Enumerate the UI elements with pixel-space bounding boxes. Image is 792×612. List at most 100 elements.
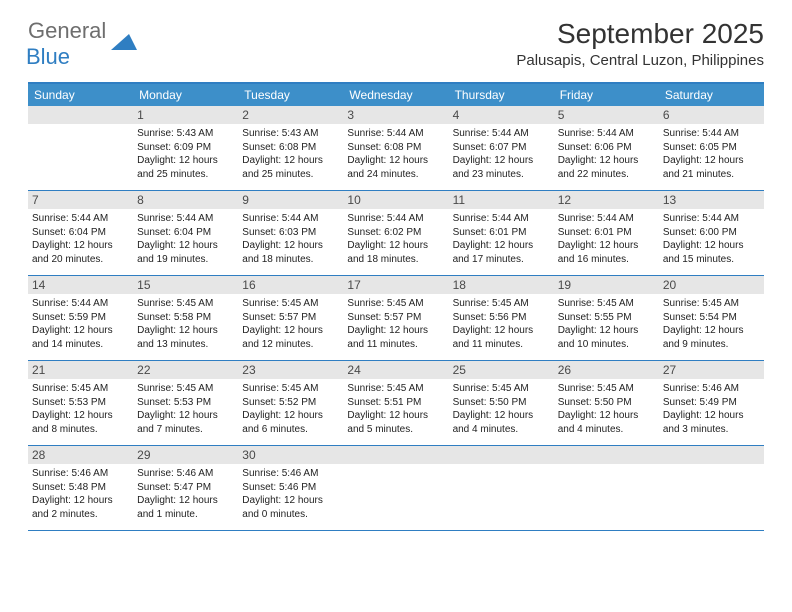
daylight-text: Daylight: 12 hours and 2 minutes. bbox=[32, 494, 129, 521]
calendar-cell: 25Sunrise: 5:45 AMSunset: 5:50 PMDayligh… bbox=[449, 361, 554, 445]
day-number: 6 bbox=[659, 106, 764, 124]
sunset-text: Sunset: 6:04 PM bbox=[137, 226, 234, 240]
daylight-text: Daylight: 12 hours and 0 minutes. bbox=[242, 494, 339, 521]
sunset-text: Sunset: 5:52 PM bbox=[242, 396, 339, 410]
day-number: 26 bbox=[554, 361, 659, 379]
calendar-cell: 16Sunrise: 5:45 AMSunset: 5:57 PMDayligh… bbox=[238, 276, 343, 360]
day-number bbox=[343, 446, 448, 464]
calendar-cell: 3Sunrise: 5:44 AMSunset: 6:08 PMDaylight… bbox=[343, 106, 448, 190]
sunset-text: Sunset: 6:01 PM bbox=[558, 226, 655, 240]
daylight-text: Daylight: 12 hours and 18 minutes. bbox=[242, 239, 339, 266]
sunrise-text: Sunrise: 5:45 AM bbox=[453, 297, 550, 311]
daylight-text: Daylight: 12 hours and 7 minutes. bbox=[137, 409, 234, 436]
calendar-body: 1Sunrise: 5:43 AMSunset: 6:09 PMDaylight… bbox=[28, 106, 764, 531]
calendar-week: 1Sunrise: 5:43 AMSunset: 6:09 PMDaylight… bbox=[28, 106, 764, 191]
day-number: 10 bbox=[343, 191, 448, 209]
calendar-week: 14Sunrise: 5:44 AMSunset: 5:59 PMDayligh… bbox=[28, 276, 764, 361]
day-number: 16 bbox=[238, 276, 343, 294]
sunrise-text: Sunrise: 5:45 AM bbox=[242, 297, 339, 311]
sunrise-text: Sunrise: 5:44 AM bbox=[558, 212, 655, 226]
calendar-cell: 18Sunrise: 5:45 AMSunset: 5:56 PMDayligh… bbox=[449, 276, 554, 360]
calendar-cell: 27Sunrise: 5:46 AMSunset: 5:49 PMDayligh… bbox=[659, 361, 764, 445]
calendar-cell: 20Sunrise: 5:45 AMSunset: 5:54 PMDayligh… bbox=[659, 276, 764, 360]
daylight-text: Daylight: 12 hours and 1 minute. bbox=[137, 494, 234, 521]
day-number: 17 bbox=[343, 276, 448, 294]
sunrise-text: Sunrise: 5:45 AM bbox=[137, 382, 234, 396]
calendar-cell: 30Sunrise: 5:46 AMSunset: 5:46 PMDayligh… bbox=[238, 446, 343, 530]
calendar-cell: 9 Sunrise: 5:44 AMSunset: 6:03 PMDaylight… bbox=[238, 191, 343, 275]
calendar-cell bbox=[554, 446, 659, 530]
calendar-cell: 29Sunrise: 5:46 AMSunset: 5:47 PMDayligh… bbox=[133, 446, 238, 530]
daylight-text: Daylight: 12 hours and 4 minutes. bbox=[453, 409, 550, 436]
month-title: September 2025 bbox=[516, 18, 764, 50]
daylight-text: Daylight: 12 hours and 21 minutes. bbox=[663, 154, 760, 181]
calendar-cell: 10Sunrise: 5:44 AMSunset: 6:02 PMDayligh… bbox=[343, 191, 448, 275]
sunset-text: Sunset: 6:03 PM bbox=[242, 226, 339, 240]
calendar-cell: 6Sunrise: 5:44 AMSunset: 6:05 PMDaylight… bbox=[659, 106, 764, 190]
day-number bbox=[28, 106, 133, 124]
daylight-text: Daylight: 12 hours and 11 minutes. bbox=[347, 324, 444, 351]
day-number: 14 bbox=[28, 276, 133, 294]
day-number bbox=[449, 446, 554, 464]
calendar-cell: 26Sunrise: 5:45 AMSunset: 5:50 PMDayligh… bbox=[554, 361, 659, 445]
calendar-cell: 14Sunrise: 5:44 AMSunset: 5:59 PMDayligh… bbox=[28, 276, 133, 360]
calendar-cell: 13Sunrise: 5:44 AMSunset: 6:00 PMDayligh… bbox=[659, 191, 764, 275]
sunset-text: Sunset: 6:09 PM bbox=[137, 141, 234, 155]
day-number: 22 bbox=[133, 361, 238, 379]
calendar-cell: 7Sunrise: 5:44 AMSunset: 6:04 PMDaylight… bbox=[28, 191, 133, 275]
sunrise-text: Sunrise: 5:44 AM bbox=[558, 127, 655, 141]
logo-triangle-icon bbox=[111, 32, 137, 57]
calendar-cell: 2Sunrise: 5:43 AMSunset: 6:08 PMDaylight… bbox=[238, 106, 343, 190]
sunrise-text: Sunrise: 5:44 AM bbox=[347, 212, 444, 226]
sunset-text: Sunset: 5:47 PM bbox=[137, 481, 234, 495]
calendar-week: 28Sunrise: 5:46 AMSunset: 5:48 PMDayligh… bbox=[28, 446, 764, 531]
calendar-week: 7Sunrise: 5:44 AMSunset: 6:04 PMDaylight… bbox=[28, 191, 764, 276]
sunset-text: Sunset: 6:02 PM bbox=[347, 226, 444, 240]
daylight-text: Daylight: 12 hours and 12 minutes. bbox=[242, 324, 339, 351]
sunrise-text: Sunrise: 5:44 AM bbox=[242, 212, 339, 226]
day-number: 15 bbox=[133, 276, 238, 294]
day-number: 12 bbox=[554, 191, 659, 209]
sunset-text: Sunset: 5:56 PM bbox=[453, 311, 550, 325]
calendar-cell: 19Sunrise: 5:45 AMSunset: 5:55 PMDayligh… bbox=[554, 276, 659, 360]
calendar-cell bbox=[28, 106, 133, 190]
sunrise-text: Sunrise: 5:44 AM bbox=[453, 212, 550, 226]
sunrise-text: Sunrise: 5:45 AM bbox=[347, 297, 444, 311]
daylight-text: Daylight: 12 hours and 5 minutes. bbox=[347, 409, 444, 436]
sunrise-text: Sunrise: 5:44 AM bbox=[137, 212, 234, 226]
calendar-week: 21Sunrise: 5:45 AMSunset: 5:53 PMDayligh… bbox=[28, 361, 764, 446]
day-number: 21 bbox=[28, 361, 133, 379]
sunrise-text: Sunrise: 5:45 AM bbox=[558, 297, 655, 311]
daylight-text: Daylight: 12 hours and 14 minutes. bbox=[32, 324, 129, 351]
day-number: 19 bbox=[554, 276, 659, 294]
calendar-cell: 5Sunrise: 5:44 AMSunset: 6:06 PMDaylight… bbox=[554, 106, 659, 190]
sunset-text: Sunset: 6:05 PM bbox=[663, 141, 760, 155]
calendar-cell: 8Sunrise: 5:44 AMSunset: 6:04 PMDaylight… bbox=[133, 191, 238, 275]
daylight-text: Daylight: 12 hours and 15 minutes. bbox=[663, 239, 760, 266]
day-header-cell: Wednesday bbox=[343, 84, 448, 106]
daylight-text: Daylight: 12 hours and 23 minutes. bbox=[453, 154, 550, 181]
sunrise-text: Sunrise: 5:43 AM bbox=[242, 127, 339, 141]
sunset-text: Sunset: 6:08 PM bbox=[242, 141, 339, 155]
day-number: 3 bbox=[343, 106, 448, 124]
sunset-text: Sunset: 6:06 PM bbox=[558, 141, 655, 155]
calendar-cell: 11Sunrise: 5:44 AMSunset: 6:01 PMDayligh… bbox=[449, 191, 554, 275]
day-number: 30 bbox=[238, 446, 343, 464]
day-header-cell: Friday bbox=[554, 84, 659, 106]
day-number: 20 bbox=[659, 276, 764, 294]
sunset-text: Sunset: 5:54 PM bbox=[663, 311, 760, 325]
daylight-text: Daylight: 12 hours and 3 minutes. bbox=[663, 409, 760, 436]
daylight-text: Daylight: 12 hours and 25 minutes. bbox=[137, 154, 234, 181]
daylight-text: Daylight: 12 hours and 25 minutes. bbox=[242, 154, 339, 181]
day-number: 9 bbox=[238, 191, 343, 209]
daylight-text: Daylight: 12 hours and 11 minutes. bbox=[453, 324, 550, 351]
sunrise-text: Sunrise: 5:44 AM bbox=[32, 212, 129, 226]
logo: General Blue bbox=[28, 18, 137, 70]
sunrise-text: Sunrise: 5:44 AM bbox=[32, 297, 129, 311]
header: General Blue September 2025 Palusapis, C… bbox=[0, 0, 792, 76]
day-number: 1 bbox=[133, 106, 238, 124]
sunset-text: Sunset: 5:58 PM bbox=[137, 311, 234, 325]
calendar-cell: 24Sunrise: 5:45 AMSunset: 5:51 PMDayligh… bbox=[343, 361, 448, 445]
day-number: 28 bbox=[28, 446, 133, 464]
day-number: 5 bbox=[554, 106, 659, 124]
